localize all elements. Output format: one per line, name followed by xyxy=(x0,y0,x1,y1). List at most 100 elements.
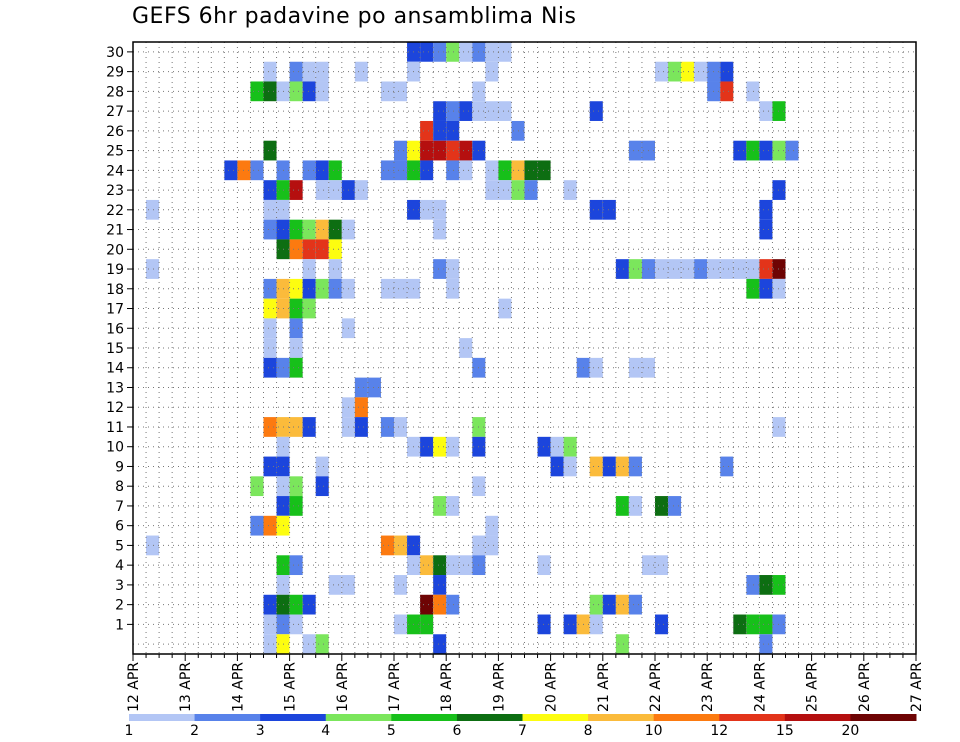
y-tick-label: 28 xyxy=(106,84,124,100)
y-tick-label: 10 xyxy=(106,440,124,456)
heatmap-cell xyxy=(328,575,342,595)
heatmap-cell xyxy=(628,357,642,378)
heatmap-cell xyxy=(302,239,316,260)
x-tick-label: 25 APR xyxy=(805,662,821,712)
y-tick-label: 27 xyxy=(106,104,124,120)
heatmap-cell xyxy=(615,496,629,516)
x-tick-label: 24 APR xyxy=(752,662,768,712)
heatmap-cell xyxy=(459,42,473,62)
heatmap-cell xyxy=(537,436,551,457)
heatmap-cell xyxy=(550,456,564,477)
heatmap-cell xyxy=(655,614,669,635)
y-tick-label: 26 xyxy=(106,124,124,140)
heatmap-cell xyxy=(668,61,682,82)
heatmap-cell xyxy=(380,160,394,181)
colorbar-swatch xyxy=(850,714,917,721)
heatmap-cell xyxy=(315,61,329,82)
heatmap-cell xyxy=(498,298,512,319)
heatmap-cell xyxy=(380,535,394,556)
heatmap-cell xyxy=(615,259,629,279)
colorbar-label: 7 xyxy=(518,723,527,739)
colorbar-label: 20 xyxy=(842,723,860,739)
y-tick-label: 20 xyxy=(106,242,124,258)
heatmap-cell xyxy=(289,555,303,576)
heatmap-cell xyxy=(146,199,160,220)
colorbar-swatch xyxy=(194,714,261,721)
y-tick-label: 25 xyxy=(106,144,124,160)
heatmap-cell xyxy=(263,318,277,339)
y-tick-label: 18 xyxy=(106,282,124,298)
heatmap-cell xyxy=(746,259,760,279)
heatmap-cell xyxy=(511,120,525,141)
heatmap-cell xyxy=(615,634,629,654)
heatmap-cell xyxy=(328,219,342,240)
heatmap-cell xyxy=(289,338,303,358)
heatmap-cell xyxy=(263,219,277,240)
heatmap-cell xyxy=(289,594,303,615)
colorbar-label: 12 xyxy=(710,723,728,739)
gridlines xyxy=(133,42,916,654)
y-axis: 1234567891011121314151617181920212223242… xyxy=(106,45,133,633)
heatmap-cell xyxy=(328,278,342,299)
heatmap-cell xyxy=(289,180,303,200)
heatmap-cell xyxy=(759,219,773,240)
heatmap-cell xyxy=(380,278,394,299)
heatmap-cell xyxy=(694,61,708,82)
heatmap-cell xyxy=(315,476,329,497)
heatmap-cell xyxy=(394,278,408,299)
heatmap-cell xyxy=(315,634,329,654)
colorbar-swatch xyxy=(522,714,589,721)
y-tick-label: 7 xyxy=(115,499,124,515)
y-tick-label: 30 xyxy=(106,45,124,61)
heatmap-cell xyxy=(289,417,303,437)
heatmap-cell xyxy=(498,101,512,121)
heatmap-cell xyxy=(446,101,460,121)
x-tick-label: 12 APR xyxy=(126,662,142,712)
y-tick-label: 3 xyxy=(115,578,124,594)
heatmap-cell xyxy=(315,239,329,260)
heatmap-cell xyxy=(263,199,277,220)
heatmap-cell xyxy=(668,259,682,279)
heatmap-cell xyxy=(446,436,460,457)
heatmap-cell xyxy=(746,575,760,595)
heatmap-cell xyxy=(354,61,368,82)
heatmap-cell xyxy=(289,81,303,102)
heatmap-cell xyxy=(263,614,277,635)
heatmap-cell xyxy=(446,278,460,299)
heatmap-cell xyxy=(420,160,434,181)
heatmap-cell xyxy=(302,61,316,82)
heatmap-cell xyxy=(394,614,408,635)
heatmap-cell xyxy=(446,120,460,141)
heatmap-cell xyxy=(446,140,460,161)
heatmap-cell xyxy=(289,614,303,635)
colorbar-swatch xyxy=(456,714,523,721)
heatmap-cell xyxy=(589,614,603,635)
heatmap-cell xyxy=(420,140,434,161)
heatmap-cell xyxy=(485,535,499,556)
y-tick-label: 15 xyxy=(106,341,124,357)
heatmap-cell xyxy=(446,160,460,181)
heatmap-cell xyxy=(563,180,577,200)
colorbar-label: 1 xyxy=(125,723,134,739)
heatmap-cell xyxy=(146,535,160,556)
x-tick-label: 15 APR xyxy=(283,662,299,712)
colorbar-swatch xyxy=(391,714,458,721)
heatmap-cell xyxy=(759,575,773,595)
cells-layer xyxy=(146,42,799,654)
heatmap-cell xyxy=(250,515,264,536)
heatmap-cell xyxy=(720,81,734,102)
colorbar-label: 2 xyxy=(190,723,199,739)
heatmap-cell xyxy=(694,259,708,279)
heatmap-cell xyxy=(263,140,277,161)
heatmap-cell xyxy=(394,417,408,437)
x-tick-label: 26 APR xyxy=(857,662,873,712)
heatmap-cell xyxy=(328,239,342,260)
heatmap-cell xyxy=(263,180,277,200)
heatmap-cell xyxy=(459,140,473,161)
colorbar-swatch xyxy=(653,714,720,721)
heatmap-cell xyxy=(537,160,551,181)
heatmap-cell xyxy=(459,101,473,121)
heatmap-cell xyxy=(380,417,394,437)
heatmap-cell xyxy=(655,555,669,576)
